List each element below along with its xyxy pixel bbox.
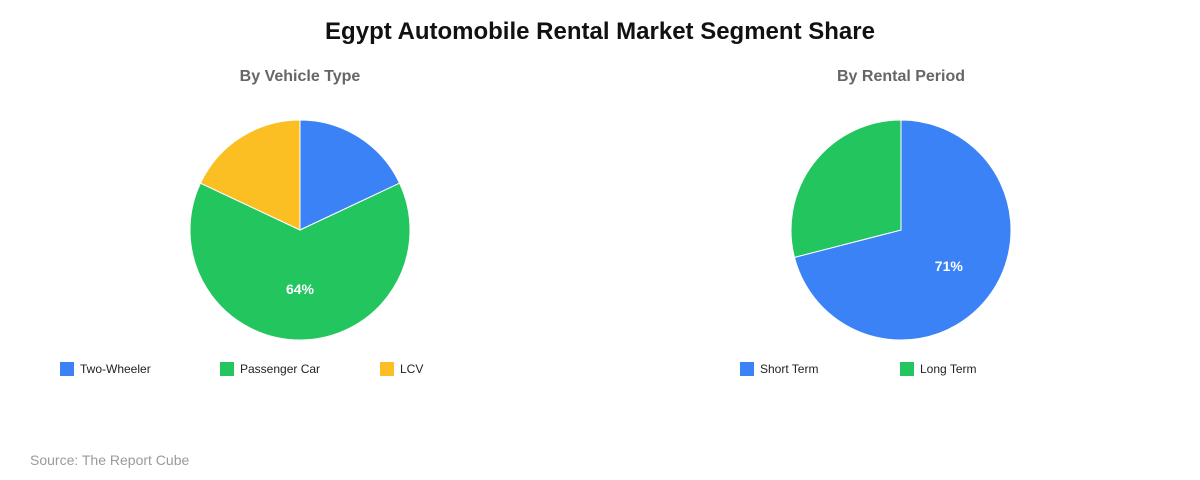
legend-swatch bbox=[900, 362, 914, 376]
legend-item-short-term: Short Term bbox=[740, 362, 818, 376]
chart-title-vehicle-type: By Vehicle Type bbox=[239, 68, 361, 85]
data-label-passenger-car: 64% bbox=[286, 281, 315, 297]
pie-slice-long-term bbox=[790, 119, 902, 258]
legend-item-passenger-car: Passenger Car bbox=[220, 362, 320, 376]
legend-label: Long Term bbox=[920, 362, 977, 376]
pie-slice-short-term bbox=[793, 119, 1012, 341]
data-label-short-term: 71% bbox=[935, 258, 964, 274]
source-note: Source: The Report Cube bbox=[30, 452, 190, 468]
pie-slice-two-wheeler bbox=[299, 119, 401, 231]
pie-slice-passenger-car bbox=[189, 182, 411, 341]
page-title: Egypt Automobile Rental Market Segment S… bbox=[325, 18, 875, 45]
legend-swatch bbox=[220, 362, 234, 376]
legend-swatch bbox=[380, 362, 394, 376]
pie-rental-period: 71% bbox=[790, 119, 1012, 341]
legend-label: Short Term bbox=[760, 362, 819, 376]
legend-item-long-term: Long Term bbox=[900, 362, 976, 376]
pie-slice-lcv bbox=[199, 119, 301, 231]
legend-item-two-wheeler: Two-Wheeler bbox=[60, 362, 151, 376]
legend-label: Two-Wheeler bbox=[80, 362, 151, 376]
legend-label: LCV bbox=[400, 362, 424, 376]
legend-item-lcv: LCV bbox=[380, 362, 423, 376]
pie-vehicle-type: 64% bbox=[189, 119, 411, 341]
legend-label: Passenger Car bbox=[240, 362, 321, 376]
legend-swatch bbox=[60, 362, 74, 376]
chart-title-rental-period: By Rental Period bbox=[836, 68, 966, 85]
legend-swatch bbox=[740, 362, 754, 376]
